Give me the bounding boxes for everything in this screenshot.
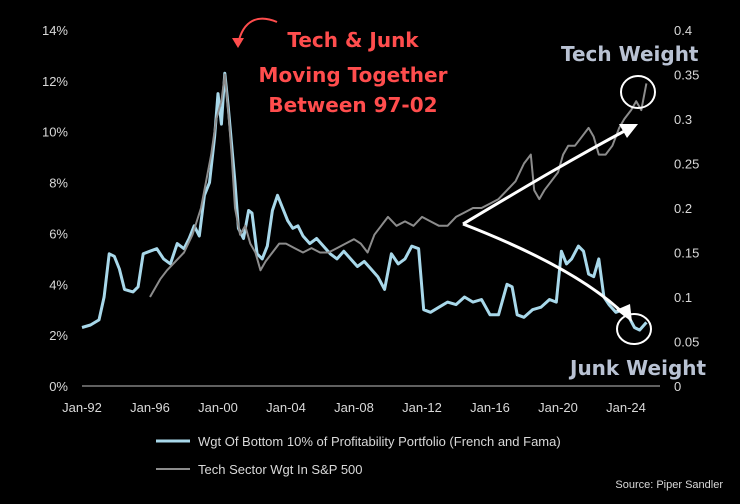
x-tick-label: Jan-08 [334,400,374,415]
series-tech-weight-line [149,73,648,298]
legend-label-tech: Tech Sector Wgt In S&P 500 [198,462,363,477]
x-tick-label: Jan-24 [606,400,646,415]
x-tick-label: Jan-12 [402,400,442,415]
y-right-tick-label: 0.4 [674,23,692,38]
tech-circle [620,75,656,109]
y-left-tick-label: 6% [49,226,68,241]
annotation-red-line-2: Moving Together [259,63,448,87]
x-tick-label: Jan-20 [538,400,578,415]
x-tick-label: Jan-00 [198,400,238,415]
axes: 0% 2% 4% 6% 8% 10% 12% 14% 0 0.05 0.1 0.15 0.2 0.25 0.… [42,23,699,415]
series-lines [81,71,648,332]
white-arrow-down [462,222,628,318]
y-right-tick-label: 0.25 [674,157,699,172]
tech-weight-label: Tech Weight [561,42,699,66]
source-note: Source: Piper Sandler [615,479,723,491]
x-tick-label: Jan-16 [470,400,510,415]
y-right-tick-label: 0 [674,379,681,394]
y-left-tick-label: 10% [42,125,68,140]
annotation-red-line-1: Tech & Junk [287,28,419,52]
y-right-tick-label: 0.1 [674,290,692,305]
y-right-tick-label: 0.15 [674,246,699,261]
x-tick-label: Jan-04 [266,400,306,415]
y-left-tick-label: 4% [49,277,68,292]
y-left-tick-label: 8% [49,176,68,191]
white-arrow-up [462,126,631,226]
legend-label-junk: Wgt Of Bottom 10% of Profitability Portf… [198,434,561,449]
y-right-tick-label: 0.2 [674,201,692,216]
annotation-red-line-3: Between 97-02 [268,93,437,117]
junk-circle [616,313,652,345]
legend: Wgt Of Bottom 10% of Profitability Portf… [156,434,561,477]
y-right-tick-label: 0.35 [674,68,699,83]
white-arrowhead-down [616,304,632,322]
y-left-tick-label: 0% [49,379,68,394]
x-tick-label: Jan-92 [62,400,102,415]
series-junk-weight-line [81,71,648,332]
annotations: Tech & Junk Moving Together Between 97-0… [232,17,707,380]
x-tick-label: Jan-96 [130,400,170,415]
y-right-tick-label: 0.3 [674,112,692,127]
y-left-tick-label: 14% [42,23,68,38]
y-left-tick-label: 2% [49,328,68,343]
white-arrowhead-up [619,124,638,138]
junk-weight-label: Junk Weight [568,356,707,380]
red-arrow [237,17,278,45]
y-left-tick-label: 12% [42,74,68,89]
y-right-tick-label: 0.05 [674,335,699,350]
red-arrowhead [232,38,244,48]
